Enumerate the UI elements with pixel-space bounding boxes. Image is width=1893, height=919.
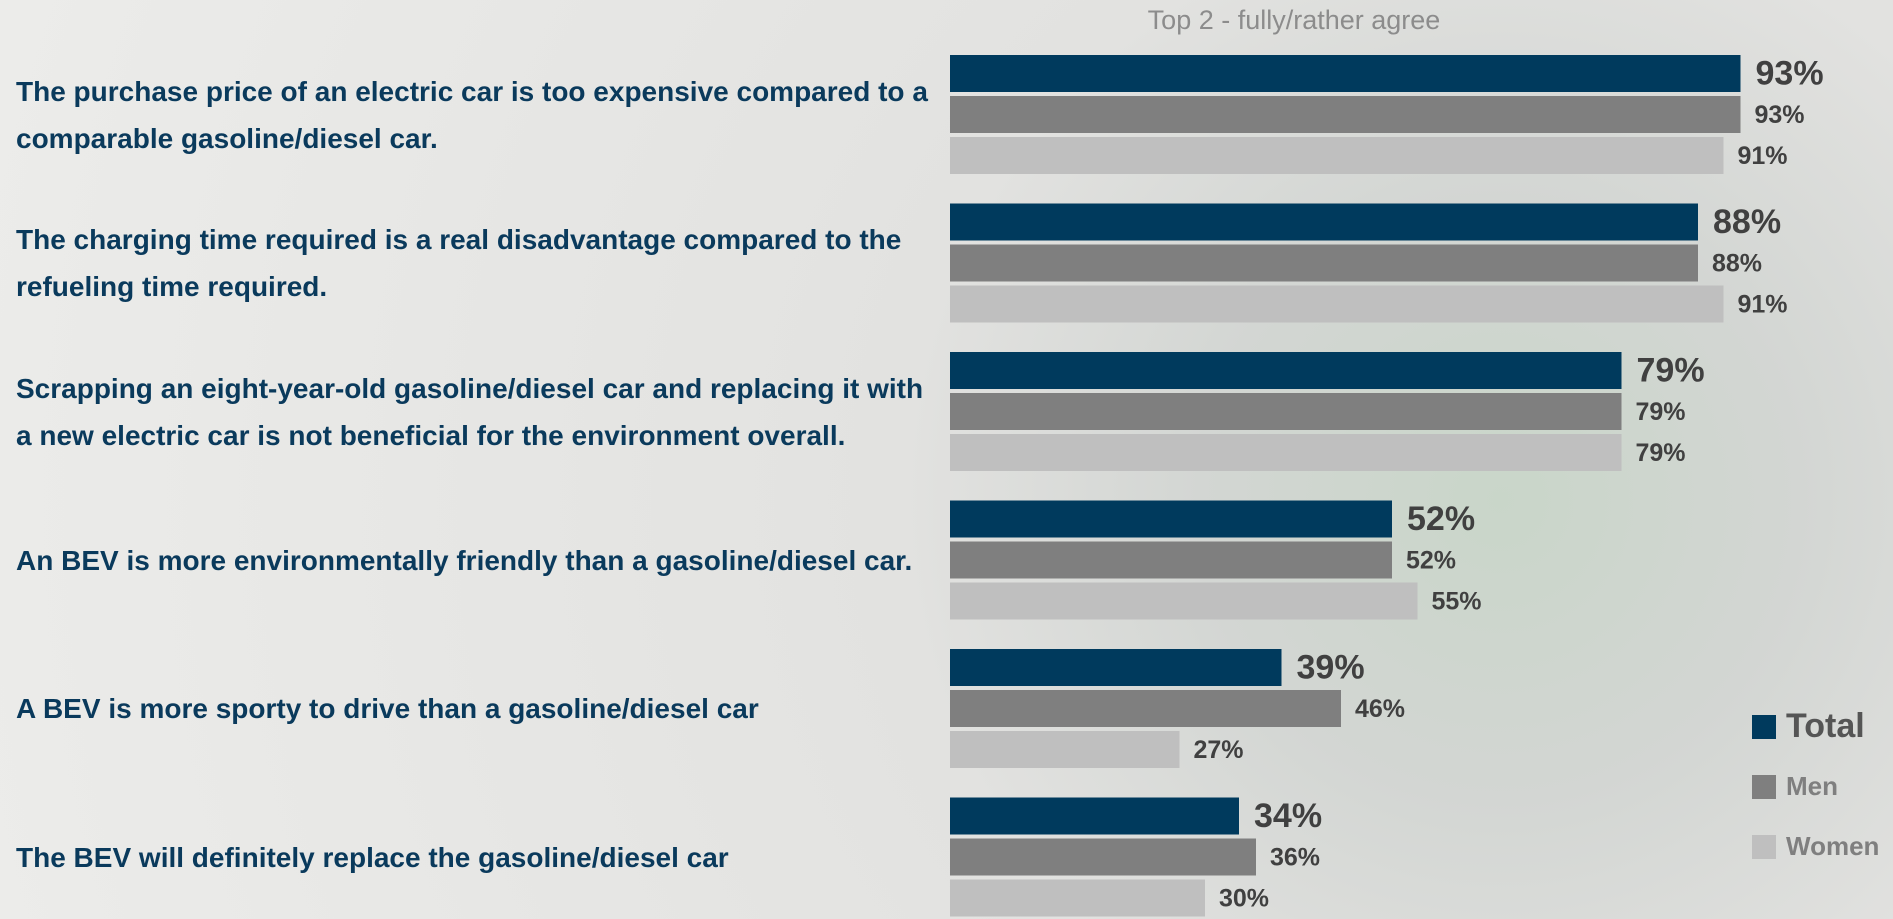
- legend-label: Women: [1786, 831, 1879, 861]
- bar: [950, 245, 1698, 282]
- value-label: 36%: [1270, 844, 1320, 872]
- bar: [950, 798, 1239, 835]
- legend-swatch: [1752, 775, 1776, 799]
- bar: [950, 96, 1741, 133]
- legend-swatch: [1752, 715, 1776, 739]
- bar: [950, 286, 1724, 323]
- value-label: 34%: [1254, 797, 1322, 835]
- value-label: 91%: [1738, 291, 1788, 319]
- value-label: 91%: [1738, 142, 1788, 170]
- category-label: The charging time required is a real dis…: [16, 204, 946, 323]
- value-label: 46%: [1355, 695, 1405, 723]
- value-label: 93%: [1756, 54, 1824, 92]
- value-label: 79%: [1636, 398, 1686, 426]
- value-label: 27%: [1194, 736, 1244, 764]
- category-label: Scrapping an eight-year-old gasoline/die…: [16, 352, 946, 471]
- value-label: 79%: [1636, 439, 1686, 467]
- bar: [950, 352, 1622, 389]
- bar: [950, 55, 1741, 92]
- bar: [950, 731, 1180, 768]
- bar: [950, 501, 1392, 538]
- bar: [950, 583, 1418, 620]
- chart-title: Top 2 - fully/rather agree: [1148, 5, 1441, 35]
- legend-swatch: [1752, 835, 1776, 859]
- page: Top 2 - fully/rather agree 93% 93% 91% 88% 8…: [0, 0, 1893, 919]
- category-label: An BEV is more environmentally friendly …: [16, 501, 946, 620]
- bar: [950, 880, 1205, 917]
- value-label: 55%: [1432, 588, 1482, 616]
- value-label: 39%: [1297, 648, 1365, 686]
- value-label: 79%: [1637, 351, 1705, 389]
- legend-label: Total: [1786, 707, 1865, 745]
- bar: [950, 434, 1622, 471]
- bar: [950, 839, 1256, 876]
- category-label: The BEV will definitely replace the gaso…: [16, 798, 946, 917]
- category-label: A BEV is more sporty to drive than a gas…: [16, 649, 946, 768]
- category-label: The purchase price of an electric car is…: [16, 55, 946, 174]
- value-label: 88%: [1713, 203, 1781, 241]
- bar: [950, 393, 1622, 430]
- value-label: 52%: [1407, 500, 1475, 538]
- legend-label: Men: [1786, 771, 1838, 801]
- bar: [950, 204, 1698, 241]
- value-label: 30%: [1219, 885, 1269, 913]
- value-label: 52%: [1406, 547, 1456, 575]
- value-label: 93%: [1755, 101, 1805, 129]
- bar: [950, 690, 1341, 727]
- value-label: 88%: [1712, 250, 1762, 278]
- bar: [950, 649, 1282, 686]
- bar: [950, 542, 1392, 579]
- bar: [950, 137, 1724, 174]
